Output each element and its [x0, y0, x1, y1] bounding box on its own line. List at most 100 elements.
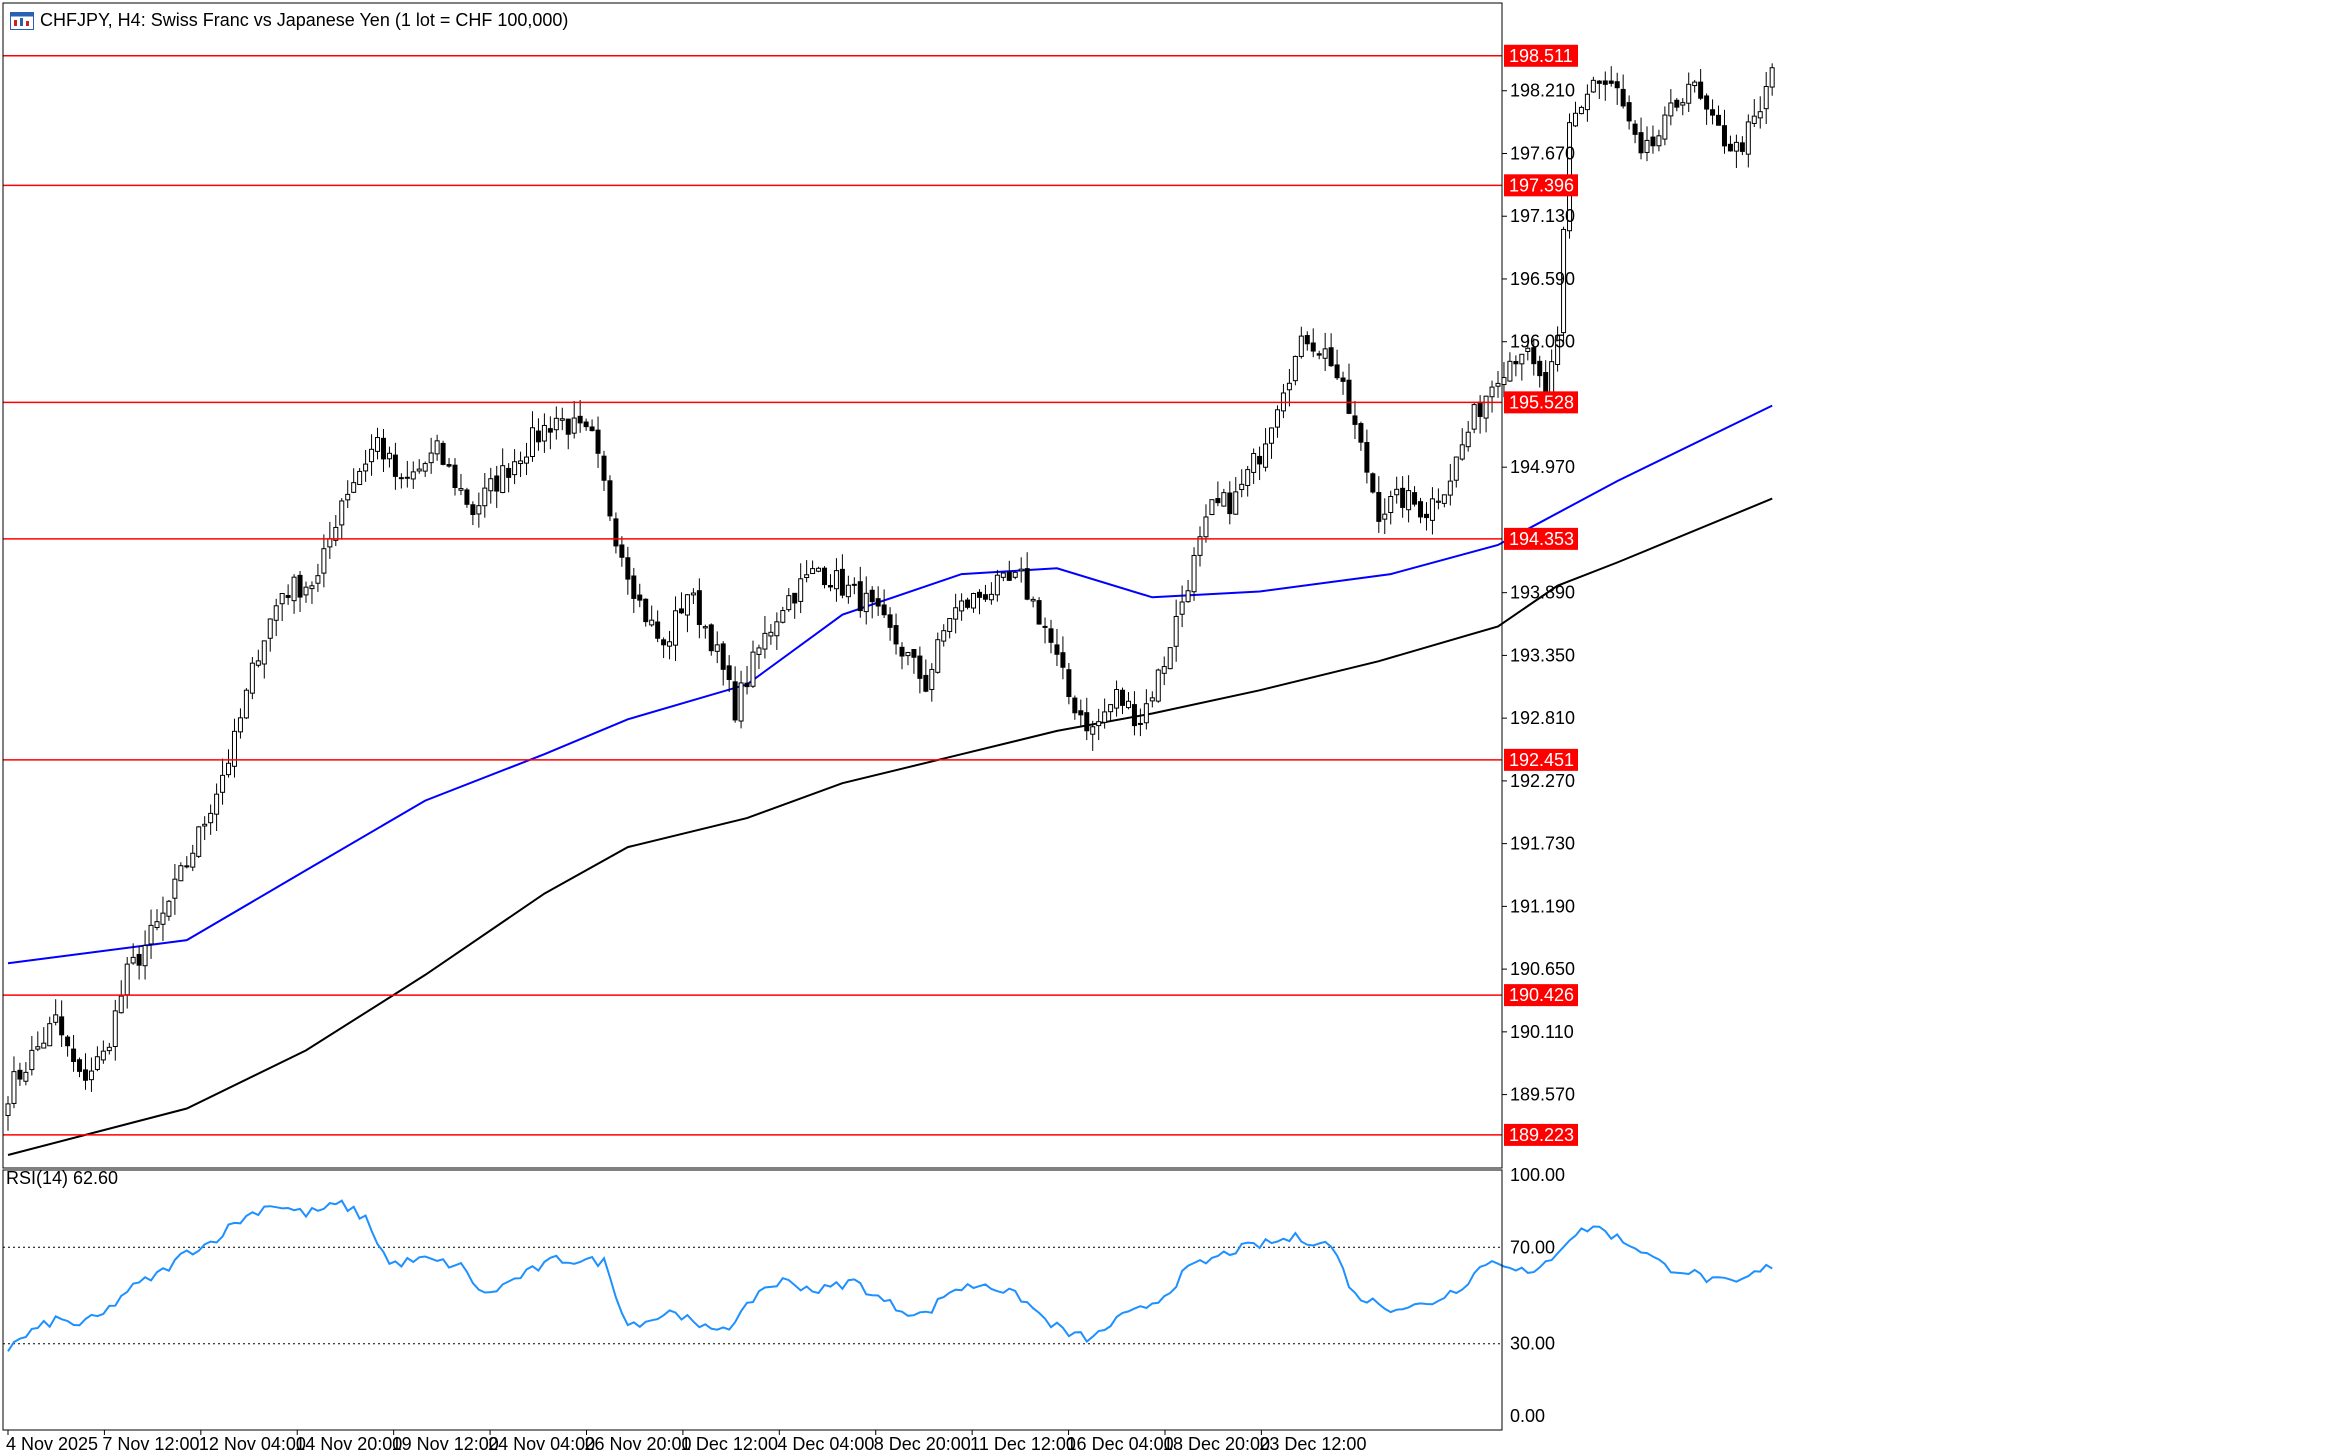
candle-body [1525, 347, 1531, 352]
candle-body [780, 610, 786, 623]
candle-body [1423, 513, 1429, 519]
level-tag-label: 192.451 [1509, 750, 1574, 770]
candle-body [17, 1069, 23, 1080]
candle-body [726, 665, 732, 680]
x-tick-label: 16 Dec 04:00 [1067, 1434, 1174, 1452]
candle-body [601, 455, 607, 481]
candle-body [1078, 710, 1084, 716]
x-tick-label: 14 Nov 20:00 [295, 1434, 402, 1452]
candle-body [11, 1071, 17, 1104]
candle-body [100, 1050, 106, 1061]
x-tick-label: 18 Dec 20:00 [1163, 1434, 1270, 1452]
candle-body [613, 518, 619, 547]
candle-body [1286, 382, 1292, 391]
candle-body [416, 468, 422, 472]
candle-body [875, 598, 881, 607]
candle-body [71, 1048, 77, 1062]
candle-body [1418, 501, 1424, 518]
candle-body [1572, 112, 1578, 127]
candle-body [1614, 81, 1620, 89]
candle-body [851, 583, 857, 586]
y-tick-label: 196.590 [1510, 269, 1575, 289]
candle-body [1048, 628, 1054, 643]
candle-body [494, 475, 500, 492]
y-tick-label: 193.350 [1510, 645, 1575, 665]
rsi-line [7, 1199, 1773, 1352]
candle-body [23, 1071, 29, 1082]
candle-body [774, 621, 780, 637]
candle-body [1471, 404, 1477, 430]
candle-body [1716, 114, 1722, 126]
candle-body [1638, 132, 1644, 154]
x-tick-label: 4 Dec 04:00 [777, 1434, 874, 1452]
candle-body [386, 452, 392, 460]
candle-body [315, 575, 321, 584]
candle-body [106, 1046, 112, 1052]
candle-body [1274, 409, 1280, 428]
candle-body [375, 437, 381, 452]
candle-body [1215, 498, 1221, 504]
level-tag [1504, 748, 1578, 771]
candle-body [637, 594, 643, 601]
candle-body [1608, 80, 1614, 84]
candle-body [220, 774, 226, 793]
candle-body [470, 504, 476, 516]
candle-body [1751, 115, 1757, 124]
candle-body [1483, 395, 1489, 419]
candle-body [1245, 469, 1251, 486]
candle-body [327, 538, 333, 548]
level-tag [1504, 527, 1578, 550]
candle-body [798, 578, 804, 602]
y-tick-label: 192.810 [1510, 708, 1575, 728]
y-tick-label: 198.210 [1510, 81, 1575, 101]
candle-body [1161, 666, 1167, 674]
candle-body [589, 426, 595, 432]
candle-body [1596, 80, 1602, 84]
candle-body [827, 585, 833, 588]
candle-body [273, 605, 279, 621]
candle-body [29, 1049, 35, 1071]
candle-body [1412, 492, 1418, 505]
candle-body [1769, 67, 1775, 88]
candle-body [1465, 431, 1471, 448]
x-tick-label: 11 Dec 12:00 [970, 1434, 1076, 1452]
candle-body [1227, 492, 1233, 515]
candle-body [982, 594, 988, 600]
candle-body [1674, 99, 1680, 108]
candle-body [1042, 625, 1048, 628]
candle-body [1721, 125, 1727, 147]
level-tag [1504, 44, 1578, 67]
candle-body [1346, 379, 1352, 414]
chart-title: CHFJPY, H4: Swiss Franc vs Japanese Yen … [40, 10, 569, 30]
rsi-tick-label: 30.00 [1510, 1334, 1555, 1354]
candle-body [1203, 516, 1209, 538]
candle-body [1096, 721, 1102, 727]
level-tag [1504, 391, 1578, 414]
candle-body [1316, 353, 1322, 356]
chart-window-icon [10, 11, 34, 30]
level-tag-label: 195.528 [1509, 392, 1574, 412]
candle-body [53, 1014, 59, 1023]
candle-body [202, 823, 208, 827]
candle-body [816, 567, 822, 572]
candle-body [1269, 427, 1275, 444]
candle-body [1394, 488, 1400, 496]
ma-fast-line [7, 404, 1773, 965]
candle-body [935, 639, 941, 673]
candle-body [1131, 704, 1137, 727]
candle-body [231, 730, 237, 767]
candle-body [577, 415, 583, 424]
candle-body [1739, 142, 1745, 152]
candle-body [1352, 415, 1358, 425]
candle-body [529, 427, 535, 457]
candle-body [47, 1023, 53, 1047]
y-tick-label: 192.270 [1510, 771, 1575, 791]
y-tick-label: 190.110 [1510, 1022, 1574, 1042]
candle-body [678, 608, 684, 614]
candle-body [714, 644, 720, 652]
candle-body [208, 812, 214, 824]
rsi-layer: 100.00 70.00 30.00 0.00 [3, 1165, 1773, 1426]
candle-body [1030, 598, 1036, 602]
candle-body [863, 592, 869, 613]
candle-body [768, 631, 774, 637]
